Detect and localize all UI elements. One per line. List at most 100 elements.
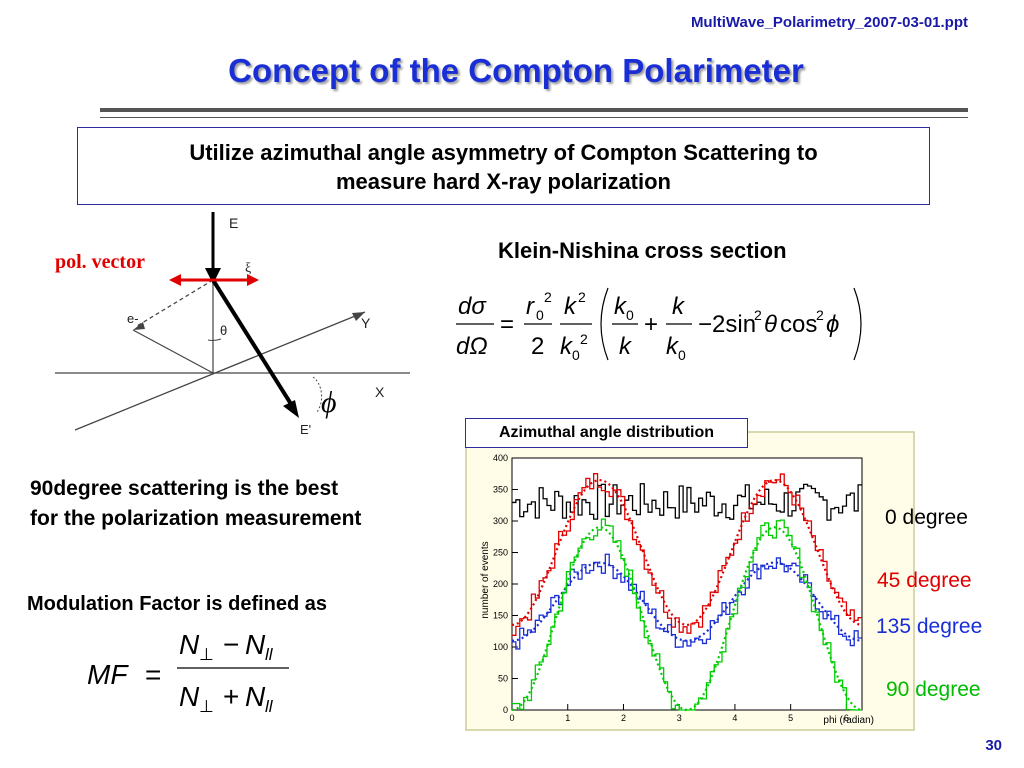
best-note-line-2: for the polarization measurement [30,507,362,530]
y-axis-line [74,311,366,431]
formula-r0-sub: 0 [536,307,544,323]
formula-k0-sub: 0 [572,347,580,363]
formula-dsigma: dσ [458,293,487,320]
formula-two: 2 [531,333,544,360]
file-name: MultiWave_Polarimetry_2007-03-01.ppt [690,14,968,31]
formula-phi: ϕ [826,311,839,338]
formula-k0: k [560,333,574,360]
mf-n-par: N [245,629,266,660]
x-tick-label: 5 [788,713,793,723]
y-axis-arrowhead [352,312,365,321]
formula-paren-left [600,287,609,361]
series-layer [511,473,863,712]
label-E: E [229,215,238,231]
formula-k0-num-sub: 0 [626,307,634,323]
incident-photon-arrowhead [205,268,221,284]
klein-nishina-formula: dσ dΩ = r 0 2 2 k 2 k 0 2 k 0 k + k k 0 … [456,287,862,363]
formula-theta: θ [764,311,777,338]
pol-vector-arrow-left [169,274,181,286]
mf-perp-sub-den: ⊥ [199,697,214,716]
electron-direction [136,279,214,327]
scattered-photon-arrowhead [283,400,299,418]
x-axis-label: phi (radian) [823,715,874,726]
modulation-factor-formula: MF = N ⊥ − N ll N ⊥ + N ll [87,629,289,716]
label-X: X [375,384,385,400]
y-tick-label: 50 [498,674,508,684]
mf-minus: − [223,629,239,660]
series-histogram [512,473,862,636]
legend-45-degree: 45 degree [877,569,972,592]
formula-sin-sup: 2 [754,307,762,323]
y-tick-label: 300 [493,516,508,526]
label-E-prime: E' [300,422,311,437]
statement-box: Utilize azimuthal angle asymmetry of Com… [77,127,930,205]
mf-n-par-den: N [245,681,266,712]
series-fit-curve [511,478,863,627]
x-tick-label: 3 [677,713,682,723]
formula-k0-num: k [614,293,628,320]
label-e-minus: e- [127,311,139,326]
azimuthal-chart: 0 50 100 150 200 250 300 350 400 0 1 2 3 4 5 6 number … [465,431,915,731]
y-tick-label: 200 [493,579,508,589]
formula-plus: + [644,311,658,338]
x-tick-label: 0 [509,713,514,723]
formula-cos-sup: 2 [816,307,824,323]
formula-domega: dΩ [456,333,488,360]
formula-k-den: k [619,333,633,360]
legend-135-degree: 135 degree [876,615,983,638]
best-note-line-1: 90degree scattering is the best [30,477,339,500]
theta-arc [207,338,222,341]
y-axis: 0 50 100 150 200 250 300 350 400 [493,453,518,715]
electron-arrowhead [133,322,145,330]
electron-plane-line [132,329,214,374]
mf-lhs: MF [87,659,129,690]
title-rule-thick [100,108,968,112]
mf-n-perp: N [179,629,200,660]
x-tick-label: 2 [621,713,626,723]
label-theta: θ [220,323,227,338]
formula-k0-den: k [666,333,680,360]
mf-par-sub: ll [265,645,274,664]
y-tick-label: 400 [493,453,508,463]
mf-equals: = [145,659,161,690]
mf-n-perp-den: N [179,681,200,712]
y-axis-label: number of events [480,541,491,618]
statement-line-1: Utilize azimuthal angle asymmetry of Com… [189,140,818,165]
x-tick-label: 6 [844,713,849,723]
scattered-photon-line [211,278,293,406]
y-tick-label: 350 [493,485,508,495]
pol-vector-arrow-right [247,274,259,286]
formula-k: k [564,293,578,320]
formula-k-num: k [672,293,686,320]
best-scattering-note: 90degree scattering is the best for the … [30,474,361,534]
series-fit-curve [511,526,863,712]
chart-title: Azimuthal angle distribution [465,418,748,448]
formula-k0-sup: 2 [580,331,588,347]
series-histogram [512,483,862,521]
title-rule-thin [100,117,968,118]
klein-nishina-title: Klein-Nishina cross section [498,238,787,263]
label-phi: ϕ [321,386,337,419]
formula-r0: r [526,293,535,320]
formula-k0-den-sub: 0 [678,347,686,363]
formula-r0-sup: 2 [544,289,552,305]
legend-90-degree: 90 degree [886,678,981,701]
label-xi: ξ [245,261,251,276]
pol-vector-label: pol. vector [55,251,145,273]
formula-minus-two-sin: −2sin [698,311,756,338]
formula-k-sup: 2 [578,289,586,305]
scattering-diagram: E ξ e- θ Y X E' ϕ [55,212,410,437]
x-tick-label: 4 [732,713,737,723]
y-tick-label: 250 [493,548,508,558]
mf-par-sub-den: ll [265,697,274,716]
page-number: 30 [985,737,1002,754]
slide-title: Concept of the Compton Polarimeter [228,52,804,89]
x-tick-label: 1 [565,713,570,723]
mf-plus: + [223,681,239,712]
legend-0-degree: 0 degree [885,506,968,529]
formula-equals: = [500,311,514,338]
formula-cos: cos [780,311,817,338]
y-tick-label: 100 [493,642,508,652]
statement-line-2: measure hard X-ray polarization [336,169,671,194]
mf-perp-sub: ⊥ [199,645,214,664]
